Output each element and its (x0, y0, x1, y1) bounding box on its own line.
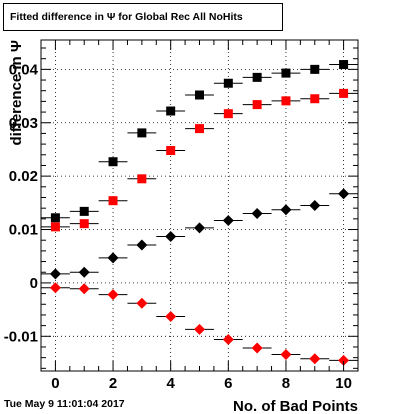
data-point (280, 348, 292, 360)
data-point (165, 230, 177, 242)
data-point (137, 174, 147, 184)
data-point (309, 200, 321, 211)
data-point (136, 297, 148, 309)
data-point (223, 78, 233, 88)
data-point (339, 60, 349, 70)
tick-label-layer: 0 2 4 6 8 10 -0.01 0 0.01 0.02 0.03 0.04 (4, 61, 352, 392)
data-point (310, 94, 320, 104)
data-point (50, 222, 60, 232)
tick-layer (40, 40, 359, 371)
y-axis-label: difference in Ψ (8, 40, 25, 146)
timestamp: Tue May 9 11:01:04 2017 (4, 398, 125, 410)
data-point (194, 222, 205, 234)
data-point (281, 68, 291, 78)
data-point (223, 109, 233, 119)
data-point (222, 214, 234, 226)
data-point (49, 268, 61, 280)
data-point (108, 196, 118, 206)
data-point (136, 239, 148, 251)
data-point (195, 124, 204, 134)
data-point (79, 219, 89, 229)
x-axis-label: No. of Bad Points (233, 398, 358, 414)
data-point (309, 353, 321, 365)
data-point (166, 106, 176, 116)
y-tick-label: 0.01 (9, 222, 38, 239)
chart-title: Fitted difference in Ψ for Global Rec Al… (3, 3, 283, 31)
data-layer (41, 60, 358, 366)
data-point (222, 334, 234, 346)
data-point (280, 204, 292, 216)
y-tick-label: 0.04 (9, 61, 39, 78)
data-point (107, 252, 119, 264)
data-point (78, 266, 90, 278)
y-tick-label: -0.01 (4, 328, 38, 345)
data-point (78, 283, 90, 295)
x-tick-label: 8 (282, 375, 290, 392)
data-point (50, 213, 60, 223)
data-point (49, 282, 61, 294)
y-tick-label: 0 (30, 275, 38, 292)
data-point (252, 72, 262, 82)
y-tick-label: 0.02 (9, 168, 38, 185)
x-tick-label: 4 (167, 375, 176, 392)
x-tick-label: 0 (51, 375, 59, 392)
x-tick-label: 10 (335, 375, 352, 392)
data-point (252, 100, 262, 110)
data-point (137, 128, 147, 138)
data-point (166, 146, 176, 156)
data-point (79, 206, 89, 216)
data-point (251, 208, 263, 220)
x-tick-label: 6 (224, 375, 232, 392)
data-point (194, 323, 205, 335)
data-point (107, 289, 119, 301)
x-tick-label: 2 (109, 375, 117, 392)
data-point (338, 188, 350, 200)
data-point (339, 88, 349, 98)
data-point (310, 64, 320, 74)
data-point (338, 354, 350, 366)
data-point (281, 96, 291, 106)
y-tick-label: 0.03 (9, 115, 38, 132)
data-point (108, 157, 118, 167)
data-point (195, 90, 204, 100)
data-point (165, 311, 177, 323)
data-point (251, 342, 263, 354)
